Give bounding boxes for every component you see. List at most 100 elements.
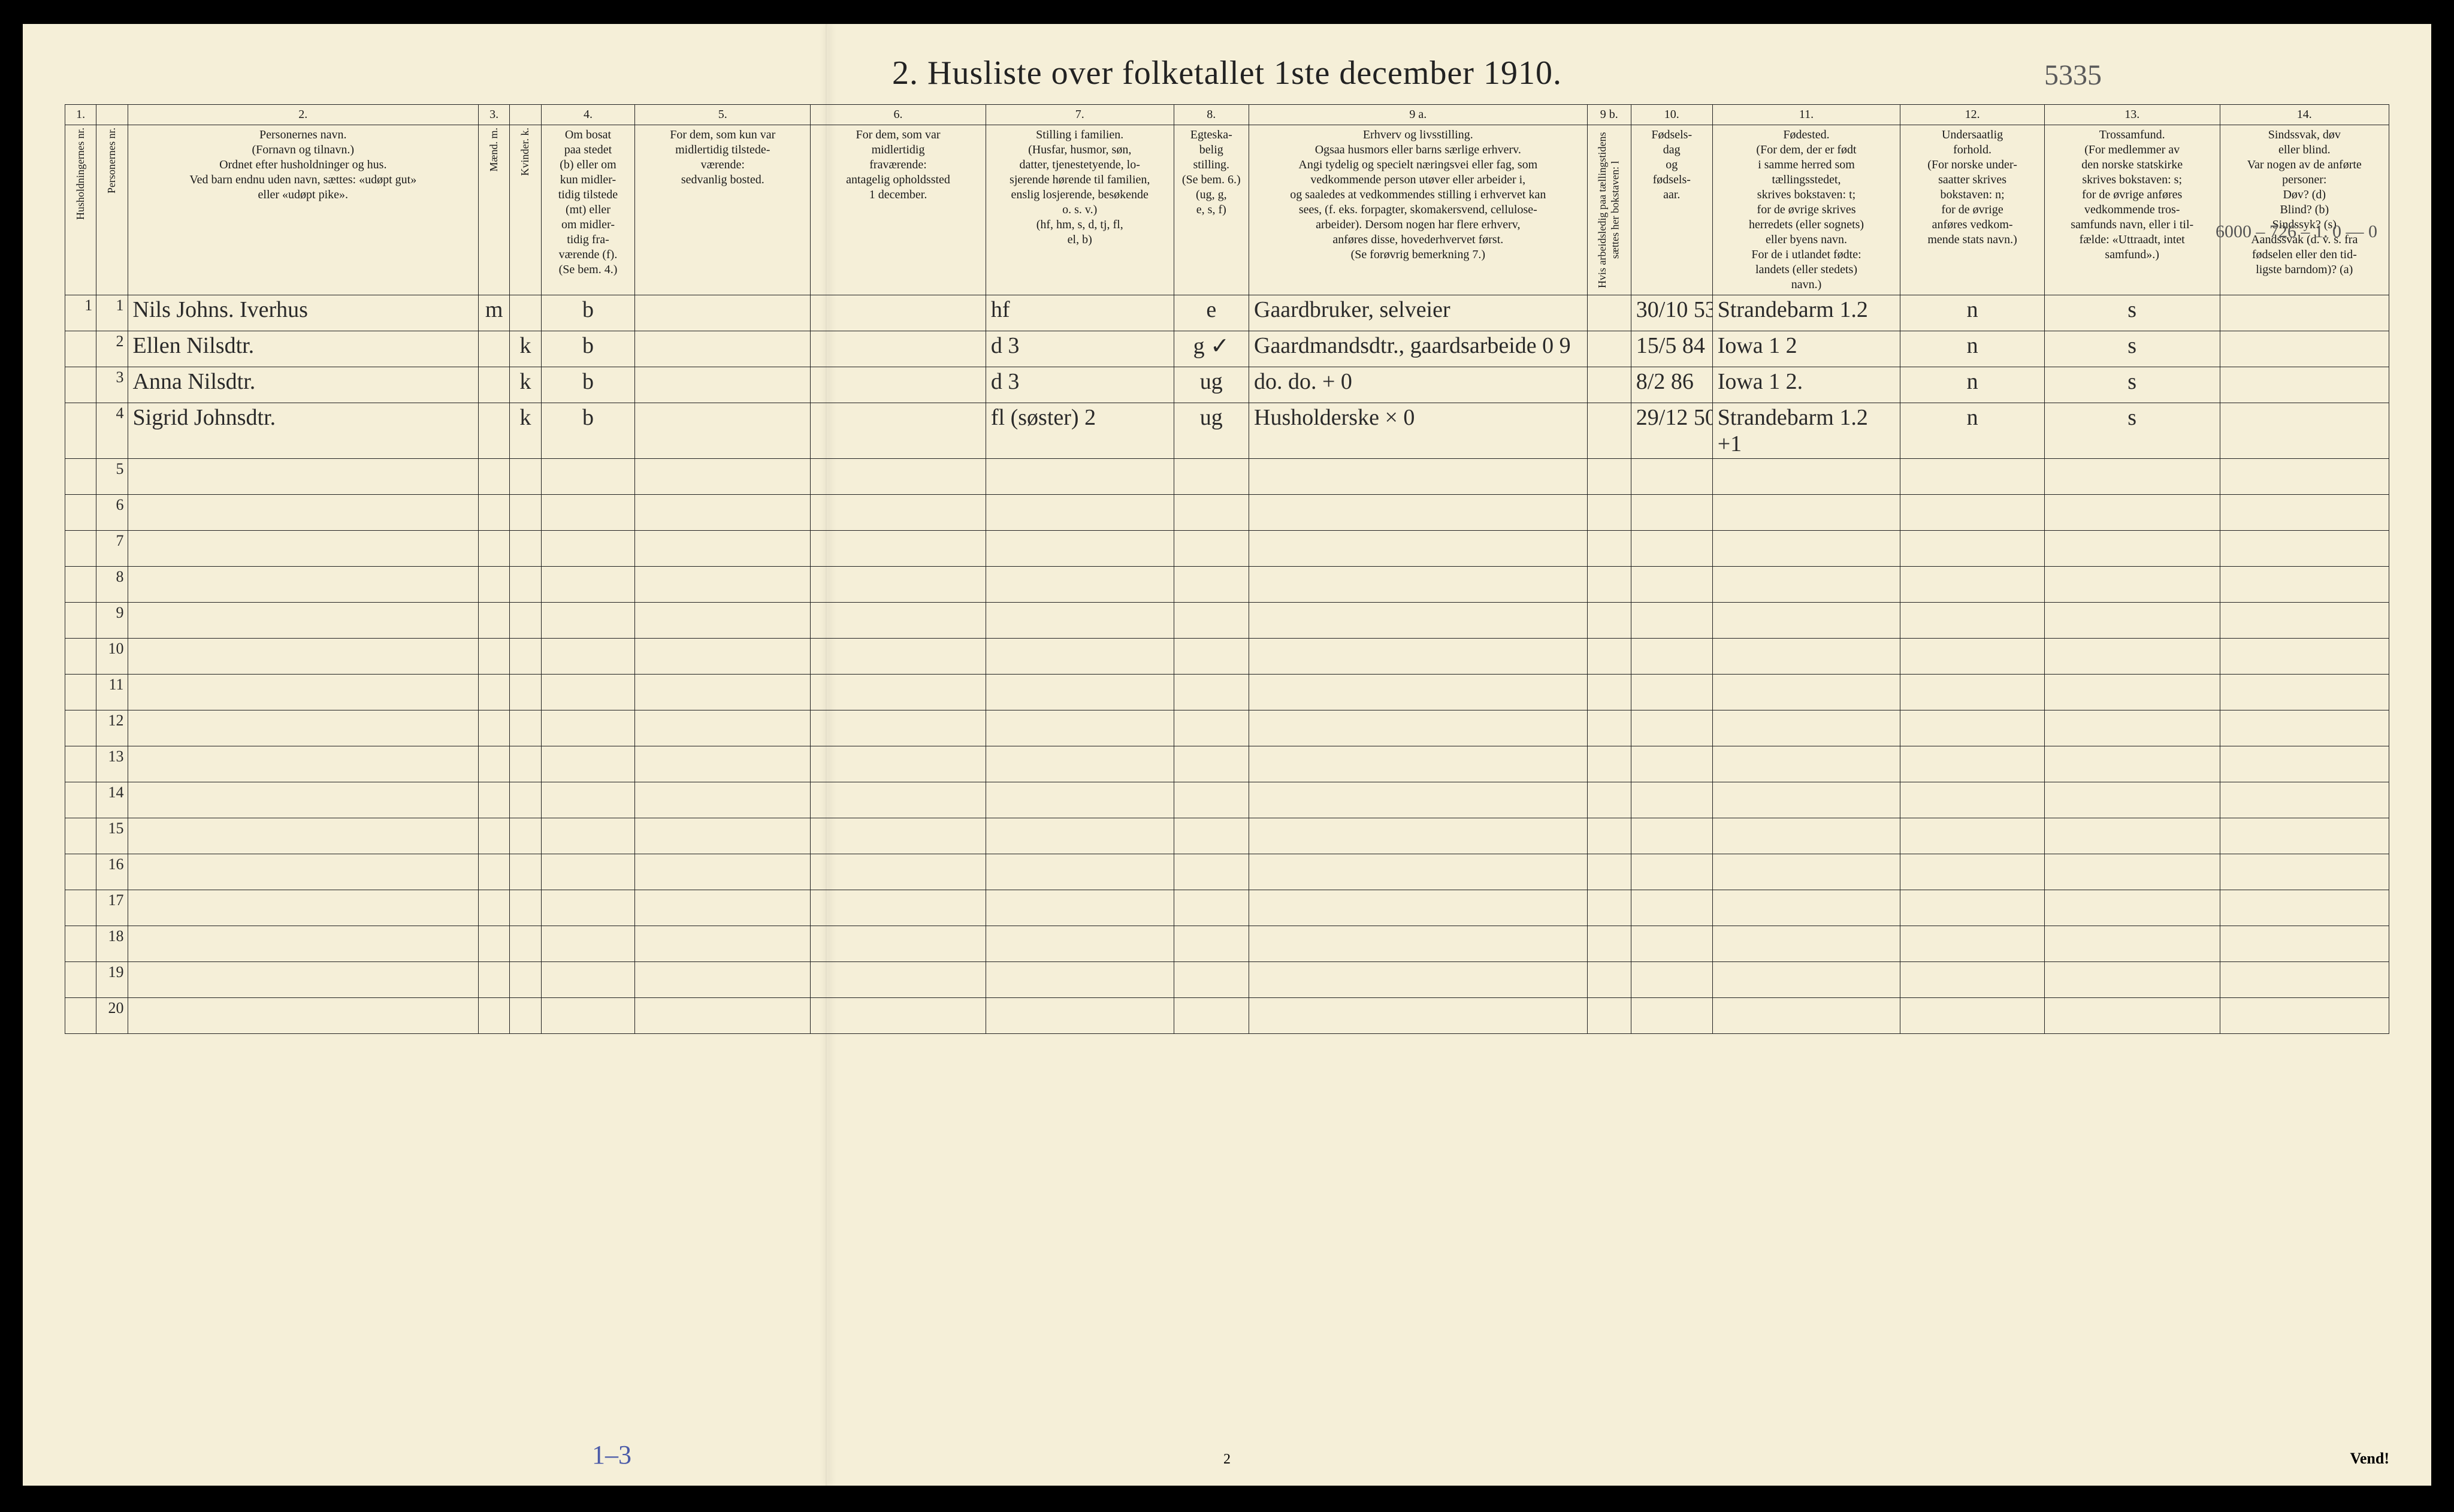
- column-header: Personernes nr.: [96, 125, 128, 295]
- census-page: 2. Husliste over folketallet 1ste decemb…: [23, 24, 2431, 1486]
- column-header: Husholdningernes nr.: [65, 125, 96, 295]
- cell-empty: [1900, 495, 2044, 531]
- cell-empty: [635, 818, 811, 854]
- cell-empty: [811, 854, 986, 890]
- cell-empty: [1900, 567, 2044, 603]
- cell-fodsel: 8/2 86: [1631, 367, 1712, 403]
- cell-empty: [2220, 818, 2389, 854]
- cell-empty: [1587, 962, 1631, 998]
- cell-empty: [479, 782, 510, 818]
- cell-empty: [1631, 746, 1712, 782]
- cell-hnr: [65, 367, 96, 403]
- cell-empty: [65, 818, 96, 854]
- cell-empty: [2044, 962, 2220, 998]
- cell-empty: [986, 639, 1174, 675]
- cell-empty: [479, 675, 510, 710]
- vend-label: Vend!: [2350, 1450, 2389, 1468]
- cell-empty: [635, 782, 811, 818]
- cell-empty: [65, 746, 96, 782]
- cell-empty: [1631, 603, 1712, 639]
- cell-empty: [128, 639, 479, 675]
- cell-fodested: Strandebarm 1.2: [1712, 295, 1900, 331]
- cell-empty: [479, 746, 510, 782]
- cell-empty: [986, 818, 1174, 854]
- cell-empty: [65, 890, 96, 926]
- cell-sex_k: [510, 295, 541, 331]
- cell-empty: [1587, 854, 1631, 890]
- cell-empty: [1587, 890, 1631, 926]
- cell-undersaat: n: [1900, 331, 2044, 367]
- cell-empty: [510, 603, 541, 639]
- table-header: 1.2.3.4.5.6.7.8.9 a.9 b.10.11.12.13.14. …: [65, 105, 2389, 295]
- cell-empty: [986, 567, 1174, 603]
- cell-empty: 15: [96, 818, 128, 854]
- cell-empty: [811, 818, 986, 854]
- cell-empty: [510, 818, 541, 854]
- cell-col9b: [1587, 331, 1631, 367]
- cell-empty: [811, 746, 986, 782]
- cell-empty: [1712, 639, 1900, 675]
- cell-empty: [510, 459, 541, 495]
- cell-empty: [986, 459, 1174, 495]
- cell-undersaat: n: [1900, 295, 2044, 331]
- cell-empty: 16: [96, 854, 128, 890]
- cell-empty: [2044, 710, 2220, 746]
- cell-empty: [1249, 603, 1588, 639]
- cell-empty: 6: [96, 495, 128, 531]
- cell-empty: 20: [96, 998, 128, 1034]
- cell-empty: [635, 926, 811, 962]
- cell-empty: [1631, 459, 1712, 495]
- cell-col14: [2220, 295, 2389, 331]
- column-header: Om bosat paa stedet (b) eller om kun mid…: [541, 125, 635, 295]
- cell-empty: [811, 675, 986, 710]
- cell-empty: [479, 962, 510, 998]
- cell-empty: [479, 890, 510, 926]
- cell-empty: [65, 567, 96, 603]
- column-number: 13.: [2044, 105, 2220, 125]
- cell-empty: [1249, 782, 1588, 818]
- cell-empty: [479, 926, 510, 962]
- cell-empty: [1712, 926, 1900, 962]
- cell-empty: [1631, 998, 1712, 1034]
- cell-sex_k: k: [510, 331, 541, 367]
- cell-empty: [635, 675, 811, 710]
- cell-empty: [128, 890, 479, 926]
- cell-bosat: b: [541, 403, 635, 459]
- cell-empty: [986, 962, 1174, 998]
- cell-empty: [65, 459, 96, 495]
- cell-empty: [1249, 531, 1588, 567]
- cell-empty: [1712, 746, 1900, 782]
- cell-egte: g ✓: [1174, 331, 1249, 367]
- cell-empty: [1900, 998, 2044, 1034]
- cell-empty: [1712, 890, 1900, 926]
- table-row: 19: [65, 962, 2389, 998]
- table-row: 15: [65, 818, 2389, 854]
- cell-empty: [1900, 675, 2044, 710]
- cell-empty: [541, 459, 635, 495]
- cell-empty: [2044, 567, 2220, 603]
- column-header: Sindssvak, døv eller blind. Var nogen av…: [2220, 125, 2389, 295]
- cell-empty: [510, 639, 541, 675]
- cell-empty: [1631, 818, 1712, 854]
- cell-empty: [1900, 710, 2044, 746]
- cell-empty: [541, 603, 635, 639]
- cell-empty: [128, 818, 479, 854]
- table-row: 20: [65, 998, 2389, 1034]
- cell-empty: [479, 531, 510, 567]
- cell-empty: [65, 675, 96, 710]
- cell-col6: [811, 367, 986, 403]
- top-margin-note: 6000 – 726 – 1. 0 — 0: [2216, 222, 2377, 241]
- column-number: 9 b.: [1587, 105, 1631, 125]
- cell-empty: [128, 531, 479, 567]
- cell-empty: [986, 782, 1174, 818]
- cell-empty: [1249, 818, 1588, 854]
- cell-empty: [128, 854, 479, 890]
- cell-empty: [1712, 710, 1900, 746]
- cell-empty: [2044, 782, 2220, 818]
- cell-empty: [541, 675, 635, 710]
- cell-fodsel: 30/10 53: [1631, 295, 1712, 331]
- cell-empty: [65, 710, 96, 746]
- cell-empty: [541, 818, 635, 854]
- cell-empty: [1900, 639, 2044, 675]
- table-row: 17: [65, 890, 2389, 926]
